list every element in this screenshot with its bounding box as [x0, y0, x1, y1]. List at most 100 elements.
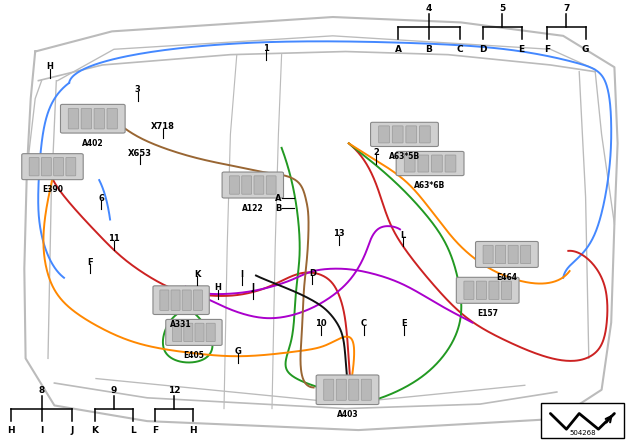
FancyBboxPatch shape: [107, 108, 117, 129]
Text: L: L: [131, 426, 136, 435]
FancyBboxPatch shape: [495, 246, 506, 263]
FancyBboxPatch shape: [206, 323, 215, 341]
Text: D: D: [309, 269, 316, 278]
FancyBboxPatch shape: [464, 281, 474, 300]
Text: A63*5B: A63*5B: [389, 152, 420, 161]
Text: J: J: [252, 283, 254, 292]
FancyBboxPatch shape: [392, 126, 403, 143]
Text: 3: 3: [135, 85, 140, 94]
FancyBboxPatch shape: [445, 155, 456, 172]
Text: F: F: [87, 258, 92, 267]
FancyBboxPatch shape: [396, 151, 464, 176]
Text: 504268: 504268: [569, 430, 596, 436]
Text: A403: A403: [337, 410, 358, 419]
Text: G: G: [235, 347, 241, 356]
Text: C: C: [360, 319, 367, 328]
FancyBboxPatch shape: [476, 281, 486, 300]
Text: J: J: [70, 426, 74, 435]
Text: E464: E464: [497, 273, 517, 282]
FancyBboxPatch shape: [266, 176, 276, 194]
Text: 12: 12: [168, 386, 180, 395]
Text: A331: A331: [170, 320, 192, 329]
Text: H: H: [47, 62, 53, 71]
Text: E405: E405: [184, 351, 204, 360]
Bar: [541, 403, 624, 438]
Text: X718: X718: [151, 122, 175, 131]
Text: A: A: [275, 194, 282, 202]
FancyBboxPatch shape: [193, 290, 202, 310]
Text: H: H: [189, 426, 197, 435]
Text: 6: 6: [98, 194, 104, 202]
Text: F: F: [544, 45, 550, 54]
FancyBboxPatch shape: [29, 157, 39, 176]
Text: A63*6B: A63*6B: [415, 181, 445, 190]
FancyBboxPatch shape: [349, 379, 359, 401]
FancyBboxPatch shape: [195, 323, 204, 341]
FancyBboxPatch shape: [324, 379, 334, 401]
FancyBboxPatch shape: [508, 246, 518, 263]
FancyBboxPatch shape: [222, 172, 284, 198]
Text: H: H: [214, 283, 221, 292]
FancyBboxPatch shape: [520, 246, 531, 263]
FancyBboxPatch shape: [371, 122, 438, 146]
Text: A402: A402: [82, 139, 104, 148]
Text: K: K: [194, 270, 200, 279]
Text: 9: 9: [111, 386, 117, 395]
FancyBboxPatch shape: [242, 176, 252, 194]
FancyBboxPatch shape: [153, 286, 209, 314]
FancyBboxPatch shape: [42, 157, 51, 176]
Text: H: H: [7, 426, 15, 435]
FancyBboxPatch shape: [476, 241, 538, 267]
FancyBboxPatch shape: [94, 108, 104, 129]
FancyBboxPatch shape: [54, 157, 63, 176]
FancyBboxPatch shape: [68, 108, 79, 129]
Text: 5: 5: [499, 4, 506, 13]
Text: I: I: [40, 426, 44, 435]
FancyBboxPatch shape: [171, 290, 180, 310]
Text: I: I: [241, 270, 243, 279]
FancyBboxPatch shape: [160, 290, 169, 310]
Text: B: B: [426, 45, 432, 54]
Text: E: E: [518, 45, 525, 54]
FancyBboxPatch shape: [254, 176, 264, 194]
Text: 8: 8: [38, 386, 45, 395]
Text: 2: 2: [373, 148, 380, 157]
FancyBboxPatch shape: [336, 379, 346, 401]
FancyBboxPatch shape: [182, 290, 191, 310]
FancyBboxPatch shape: [406, 126, 417, 143]
FancyBboxPatch shape: [22, 154, 83, 180]
Text: L: L: [401, 231, 406, 240]
FancyBboxPatch shape: [184, 323, 193, 341]
FancyBboxPatch shape: [483, 246, 493, 263]
FancyBboxPatch shape: [66, 157, 76, 176]
FancyBboxPatch shape: [166, 319, 222, 345]
FancyBboxPatch shape: [431, 155, 442, 172]
Text: D: D: [479, 45, 487, 54]
FancyBboxPatch shape: [60, 104, 125, 133]
Text: 4: 4: [426, 4, 432, 13]
Text: X653: X653: [127, 149, 152, 158]
FancyBboxPatch shape: [379, 126, 390, 143]
FancyBboxPatch shape: [501, 281, 511, 300]
Text: E: E: [402, 319, 407, 328]
Text: C: C: [456, 45, 463, 54]
Text: 1: 1: [262, 44, 269, 53]
FancyBboxPatch shape: [230, 176, 239, 194]
FancyBboxPatch shape: [456, 277, 519, 303]
FancyBboxPatch shape: [404, 155, 415, 172]
Text: 11: 11: [108, 234, 120, 243]
Text: E157: E157: [477, 309, 498, 318]
FancyBboxPatch shape: [81, 108, 92, 129]
Text: F: F: [152, 426, 158, 435]
FancyBboxPatch shape: [316, 375, 379, 405]
Text: G: G: [582, 45, 589, 54]
Text: A: A: [395, 45, 401, 54]
Text: B: B: [275, 204, 282, 213]
FancyBboxPatch shape: [489, 281, 499, 300]
FancyBboxPatch shape: [173, 323, 182, 341]
Text: 7: 7: [563, 4, 570, 13]
Text: E390: E390: [42, 185, 63, 194]
FancyBboxPatch shape: [418, 155, 429, 172]
Text: 10: 10: [316, 319, 327, 328]
Text: K: K: [92, 426, 98, 435]
